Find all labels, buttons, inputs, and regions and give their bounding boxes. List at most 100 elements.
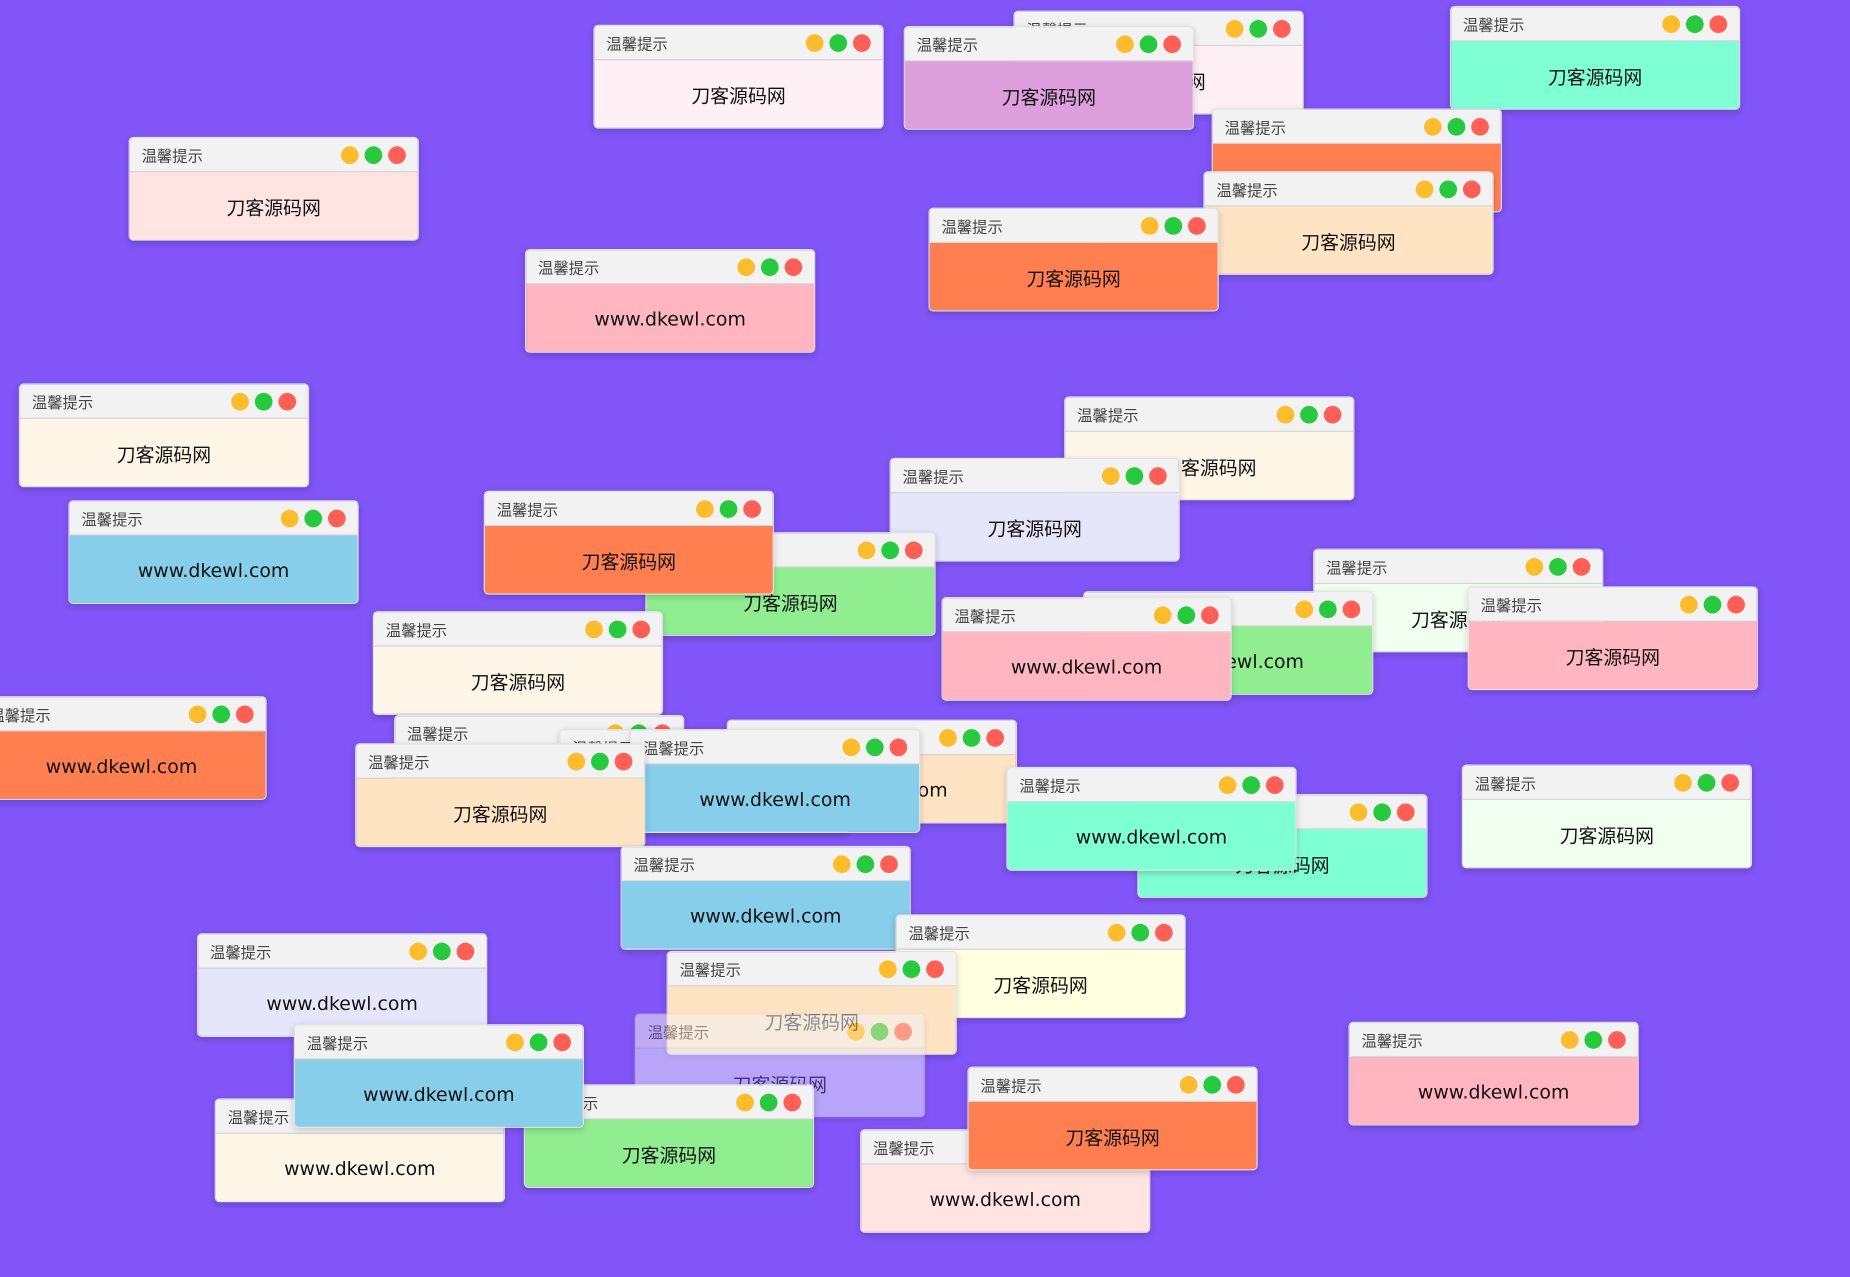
maximize-button[interactable] — [608, 619, 627, 638]
close-button[interactable] — [1155, 923, 1173, 941]
minimize-button[interactable] — [805, 33, 824, 52]
maximize-button[interactable] — [304, 509, 323, 527]
close-button[interactable] — [235, 704, 254, 723]
title-bar[interactable]: 温馨提示 — [1204, 172, 1493, 207]
title-bar[interactable]: 温馨提示 — [621, 847, 910, 882]
popup-window[interactable]: 温馨提示 刀客源码网 — [1203, 171, 1494, 275]
minimize-button[interactable] — [280, 509, 299, 527]
popup-window[interactable]: 温馨提示 www.dkewl.com — [1348, 1021, 1639, 1126]
title-bar[interactable]: 温馨提示 — [1462, 765, 1751, 800]
title-bar[interactable]: 温馨提示 — [526, 250, 815, 285]
maximize-button[interactable] — [902, 959, 921, 978]
title-bar[interactable]: 温馨提示 — [890, 458, 1179, 494]
close-button[interactable] — [632, 619, 651, 638]
maximize-button[interactable] — [591, 752, 609, 770]
title-bar[interactable]: 温馨提示 — [129, 138, 418, 173]
close-button[interactable] — [1323, 405, 1342, 423]
title-bar[interactable]: 温馨提示 — [904, 27, 1193, 62]
close-button[interactable] — [894, 1022, 912, 1040]
close-button[interactable] — [880, 854, 898, 873]
title-bar[interactable]: 温馨提示 — [667, 952, 956, 987]
minimize-button[interactable] — [1276, 405, 1295, 423]
maximize-button[interactable] — [254, 392, 273, 410]
title-bar[interactable]: 温馨提示 — [294, 1025, 583, 1060]
maximize-button[interactable] — [1373, 802, 1391, 821]
close-button[interactable] — [783, 1093, 802, 1111]
maximize-button[interactable] — [1242, 775, 1261, 794]
popup-window[interactable]: 温馨提示 刀客源码网 — [372, 611, 664, 715]
minimize-button[interactable] — [1153, 605, 1172, 624]
minimize-button[interactable] — [736, 1093, 754, 1111]
minimize-button[interactable] — [585, 619, 603, 638]
minimize-button[interactable] — [1101, 466, 1120, 485]
minimize-button[interactable] — [939, 728, 957, 747]
maximize-button[interactable] — [1203, 1075, 1222, 1094]
close-button[interactable] — [1709, 14, 1728, 33]
close-button[interactable] — [1396, 802, 1415, 821]
maximize-button[interactable] — [1697, 773, 1716, 792]
maximize-button[interactable] — [719, 499, 738, 518]
title-bar[interactable]: 温馨提示 — [929, 208, 1218, 244]
maximize-button[interactable] — [829, 33, 848, 52]
close-button[interactable] — [278, 392, 297, 410]
maximize-button[interactable] — [1249, 19, 1268, 38]
title-bar[interactable]: 温馨提示 — [631, 730, 920, 765]
minimize-button[interactable] — [1424, 117, 1442, 136]
minimize-button[interactable] — [842, 737, 861, 756]
close-button[interactable] — [1265, 775, 1284, 794]
minimize-button[interactable] — [1662, 14, 1681, 33]
close-button[interactable] — [1149, 466, 1167, 485]
close-button[interactable] — [1273, 19, 1291, 38]
maximize-button[interactable] — [212, 704, 231, 723]
minimize-button[interactable] — [1116, 34, 1134, 53]
maximize-button[interactable] — [1584, 1030, 1603, 1049]
popup-window[interactable]: 温馨提示 www.dkewl.com — [293, 1024, 585, 1128]
minimize-button[interactable] — [340, 145, 359, 164]
close-button[interactable] — [1721, 773, 1740, 792]
close-button[interactable] — [1163, 34, 1181, 53]
popup-window[interactable]: 温馨提示 刀客源码网 — [1461, 764, 1753, 869]
maximize-button[interactable] — [865, 737, 884, 756]
popup-window[interactable]: 温馨提示 www.dkewl.com — [630, 729, 921, 833]
maximize-button[interactable] — [1685, 14, 1704, 33]
title-bar[interactable]: 温馨提示 — [373, 612, 662, 647]
minimize-button[interactable] — [878, 959, 897, 978]
close-button[interactable] — [743, 499, 761, 518]
popup-window[interactable]: 温馨提示 www.dkewl.com — [197, 933, 488, 1038]
popup-window[interactable]: 温馨提示 刀客源码网 — [1467, 586, 1758, 691]
close-button[interactable] — [1226, 1075, 1245, 1094]
maximize-button[interactable] — [1177, 605, 1196, 624]
maximize-button[interactable] — [881, 540, 900, 559]
minimize-button[interactable] — [567, 752, 586, 770]
close-button[interactable] — [388, 145, 406, 164]
title-bar[interactable]: 温馨提示 — [968, 1067, 1257, 1102]
maximize-button[interactable] — [1319, 599, 1337, 618]
close-button[interactable] — [614, 752, 633, 770]
popup-window[interactable]: 温馨提示 刀客源码网 — [483, 490, 774, 595]
maximize-button[interactable] — [856, 854, 875, 873]
title-bar[interactable]: 温馨提示 — [1007, 768, 1296, 803]
close-button[interactable] — [1201, 605, 1219, 624]
minimize-button[interactable] — [188, 704, 207, 723]
close-button[interactable] — [1471, 117, 1489, 136]
close-button[interactable] — [904, 540, 923, 559]
minimize-button[interactable] — [1674, 773, 1692, 792]
title-bar[interactable]: 温馨提示 — [942, 598, 1231, 633]
maximize-button[interactable] — [1703, 595, 1722, 613]
title-bar[interactable]: 温馨提示 — [1468, 587, 1757, 622]
close-button[interactable] — [852, 33, 871, 52]
maximize-button[interactable] — [529, 1032, 548, 1051]
close-button[interactable] — [553, 1032, 572, 1051]
popup-window[interactable]: 温馨提示 刀客源码网 — [18, 383, 310, 488]
close-button[interactable] — [784, 257, 803, 276]
title-bar[interactable]: 温馨提示 — [198, 934, 487, 969]
popup-window[interactable]: 温馨提示 刀客源码网 — [355, 743, 646, 848]
minimize-button[interactable] — [737, 257, 756, 276]
popup-window[interactable]: 温馨提示 刀客源码网 — [1449, 5, 1741, 110]
minimize-button[interactable] — [1349, 802, 1368, 821]
minimize-button[interactable] — [1218, 775, 1237, 794]
minimize-button[interactable] — [847, 1022, 865, 1040]
minimize-button[interactable] — [832, 854, 851, 873]
maximize-button[interactable] — [759, 1093, 778, 1111]
minimize-button[interactable] — [506, 1032, 524, 1051]
